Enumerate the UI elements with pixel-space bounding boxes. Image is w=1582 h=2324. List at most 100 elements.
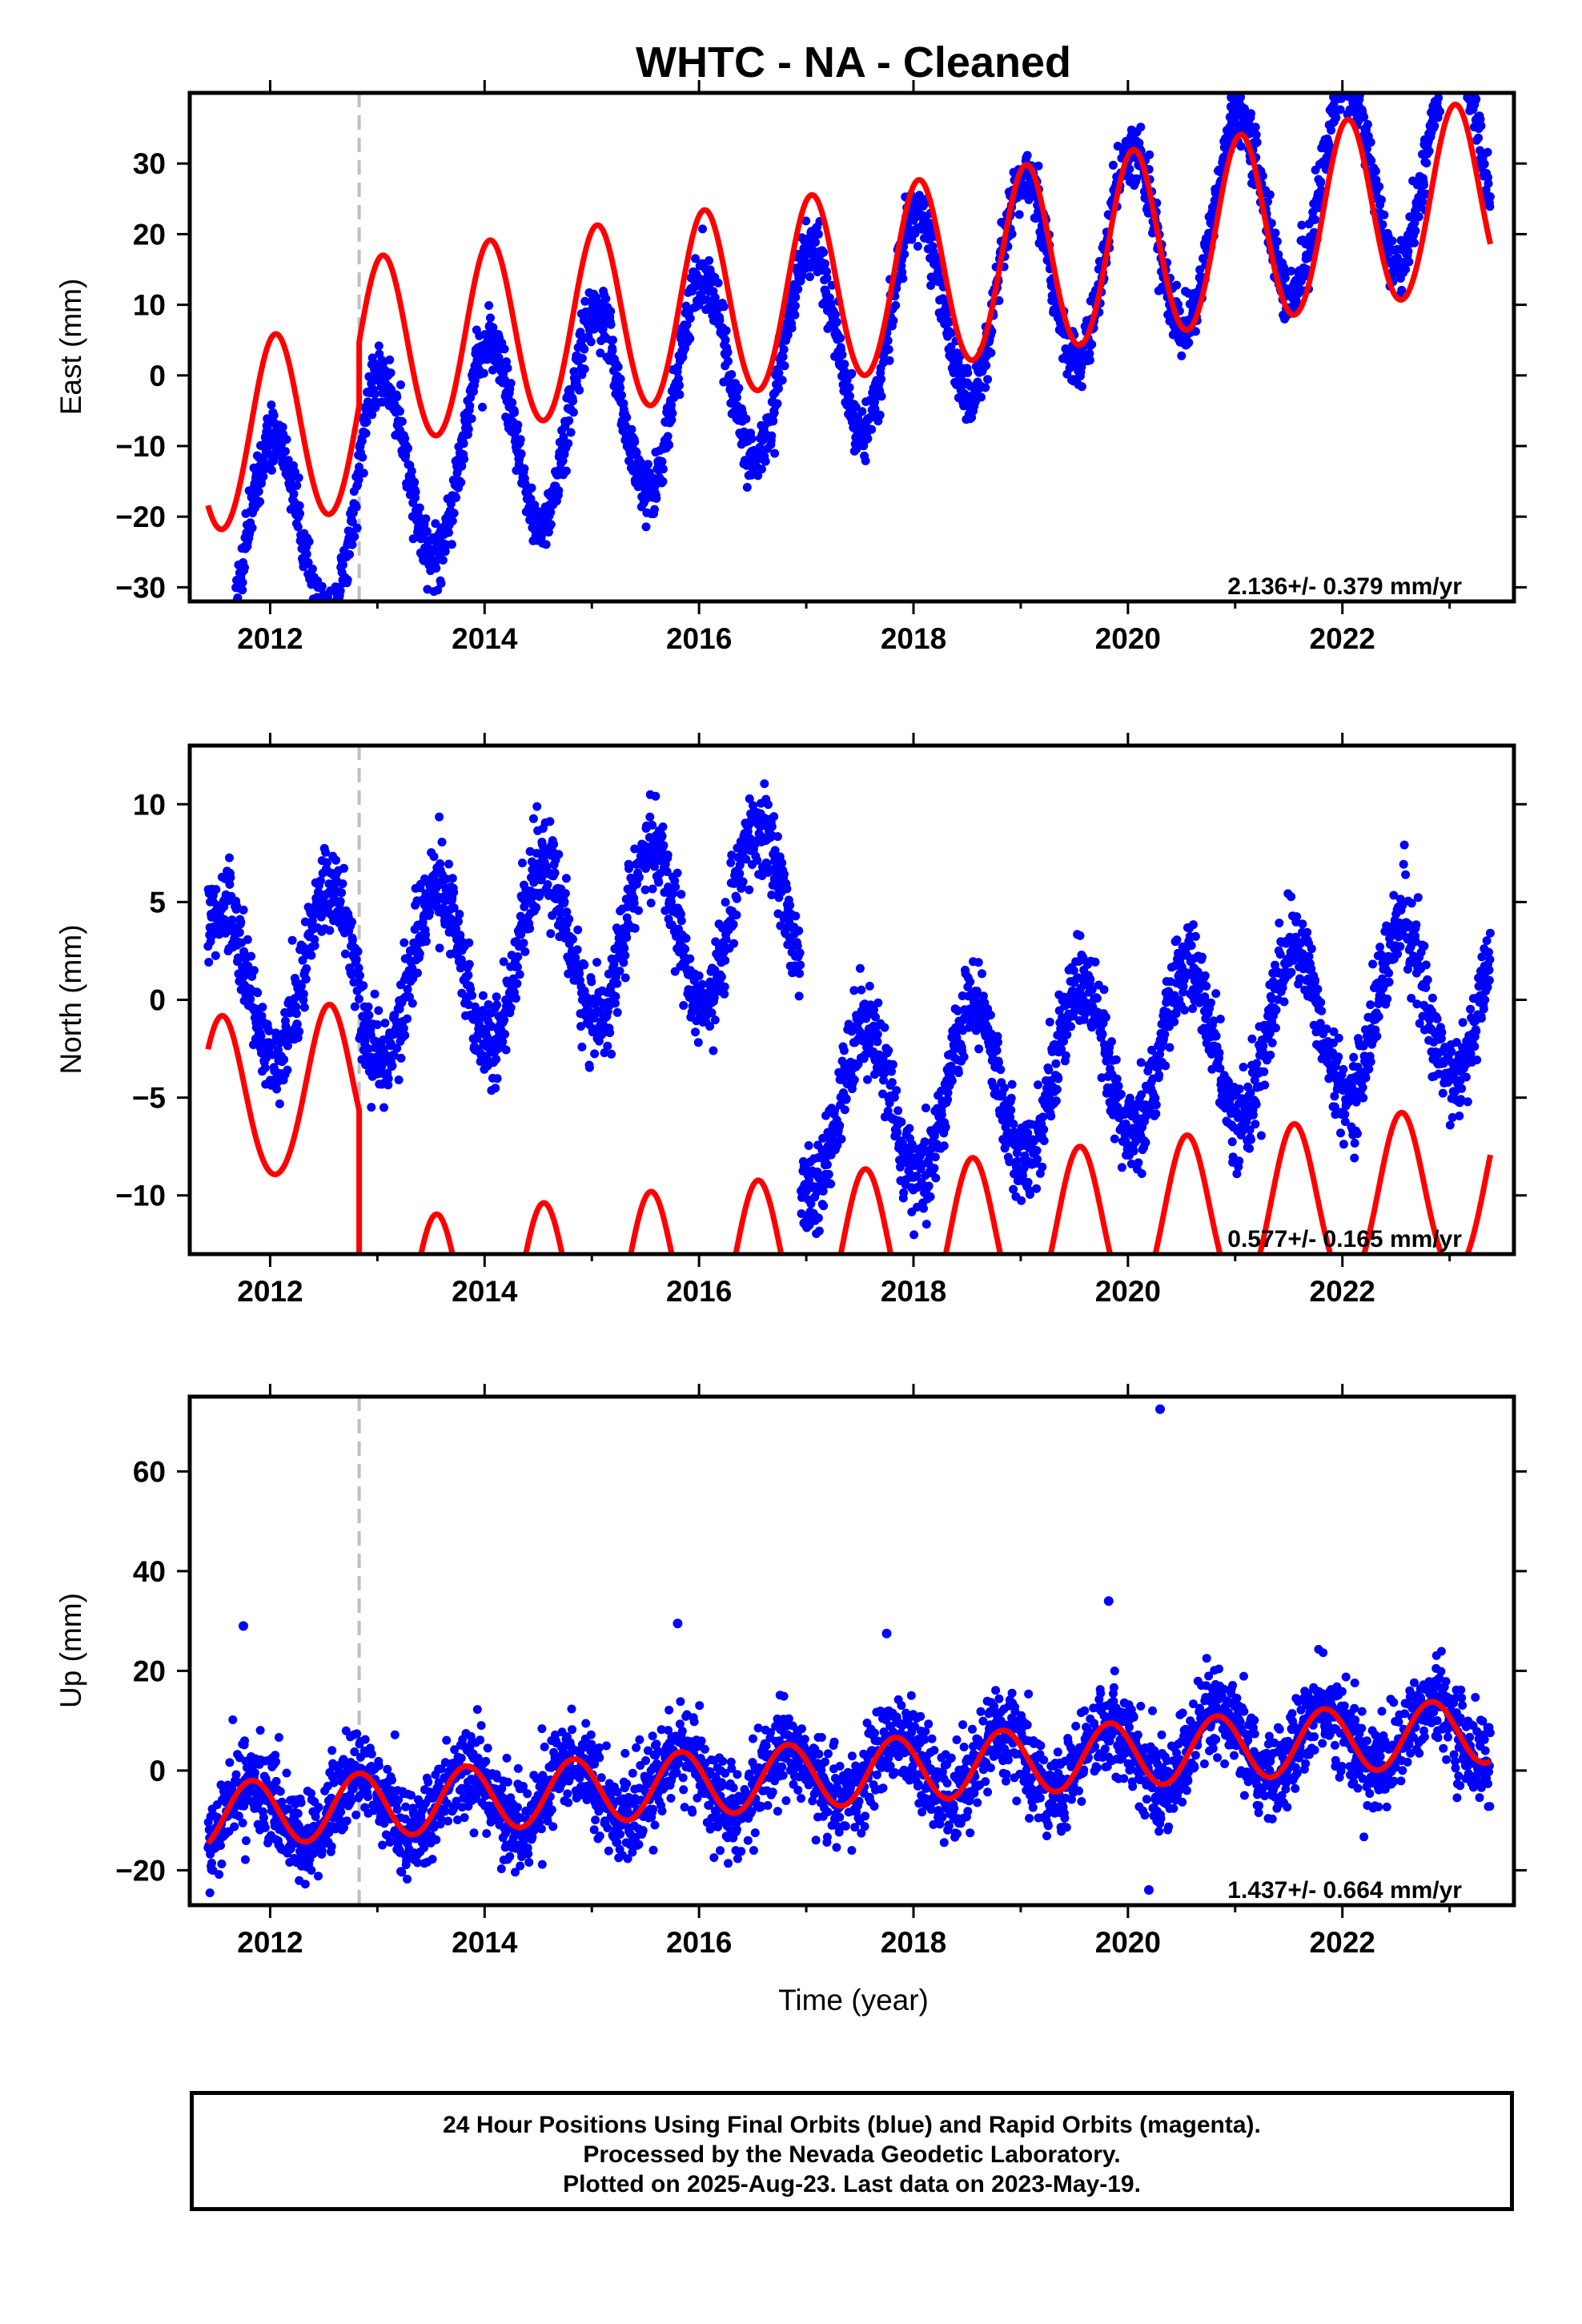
data-point: [230, 614, 239, 623]
data-point: [307, 564, 317, 573]
data-point: [576, 1022, 585, 1031]
data-point: [307, 951, 316, 960]
data-point: [753, 471, 763, 480]
data-point: [919, 1204, 928, 1213]
data-point: [379, 359, 388, 368]
data-point: [211, 885, 221, 895]
data-point: [520, 464, 529, 473]
data-point: [211, 659, 220, 668]
data-point: [705, 1022, 715, 1031]
data-point: [275, 1099, 284, 1108]
data-point: [1085, 356, 1094, 365]
data-point: [448, 874, 457, 883]
data-point: [561, 874, 571, 883]
data-point: [1483, 147, 1492, 157]
data-point: [592, 292, 600, 302]
data-point: [1398, 258, 1407, 267]
data-point: [566, 428, 576, 437]
data-point: [813, 1213, 823, 1223]
data-point: [319, 622, 327, 631]
data-point: [315, 617, 324, 625]
data-point: [1453, 37, 1462, 46]
data-point: [887, 1067, 896, 1076]
data-point: [362, 417, 371, 427]
data-point: [713, 278, 723, 287]
data-point: [770, 448, 780, 458]
data-point: [328, 625, 337, 633]
data-point: [1335, 105, 1345, 115]
x-axis: 2012 2014 2016 2018 2020 2022: [237, 80, 1452, 655]
data-point: [323, 648, 331, 657]
data-point: [211, 661, 219, 669]
data-points: [205, 31, 1495, 669]
data-point: [1452, 32, 1461, 41]
data-point: [791, 292, 801, 302]
data-point: [223, 651, 232, 660]
data-point: [359, 468, 368, 478]
data-point: [397, 416, 407, 426]
data-point: [315, 619, 324, 628]
data-point: [1172, 280, 1182, 290]
data-point: [477, 1012, 486, 1022]
data-point: [325, 926, 335, 935]
data-point: [734, 384, 744, 393]
data-point: [307, 916, 317, 926]
data-point: [367, 1103, 376, 1112]
data-point: [767, 822, 777, 831]
data-point: [1464, 67, 1472, 76]
data-point: [335, 586, 345, 596]
data-point: [1439, 82, 1448, 91]
data-point: [206, 628, 215, 637]
data-point: [374, 1006, 383, 1015]
chart-title: WHTC - NA - Cleaned: [636, 38, 1071, 86]
data-point: [1410, 238, 1419, 247]
data-point: [456, 477, 466, 487]
data-point: [355, 994, 363, 1003]
data-point: [877, 392, 886, 401]
data-point: [801, 216, 811, 226]
data-point: [386, 368, 396, 378]
data-point: [1444, 79, 1453, 88]
data-point: [327, 605, 335, 614]
data-point: [612, 1007, 622, 1017]
data-point: [1347, 81, 1355, 90]
data-point: [564, 915, 574, 924]
data-point: [1438, 72, 1447, 81]
data-point: [1464, 80, 1473, 89]
data-point: [329, 615, 338, 624]
data-point: [321, 625, 330, 634]
data-point: [543, 880, 552, 889]
data-point: [220, 643, 229, 652]
data-point: [845, 383, 854, 392]
data-point: [324, 625, 333, 634]
data-point: [464, 971, 473, 980]
data-point: [727, 370, 737, 380]
data-point: [216, 638, 225, 647]
data-point: [340, 949, 350, 959]
data-point: [484, 301, 494, 310]
data-point: [658, 464, 668, 474]
data-point: [568, 935, 577, 944]
data-point: [205, 655, 214, 664]
data-point: [1108, 160, 1118, 170]
data-point: [1439, 70, 1447, 78]
data-point: [1466, 70, 1475, 79]
data-point: [370, 989, 379, 999]
data-point: [1480, 159, 1489, 169]
data-point: [805, 1176, 813, 1185]
data-point: [1435, 42, 1444, 51]
data-point: [721, 935, 731, 944]
data-point: [413, 968, 422, 978]
data-point: [1444, 31, 1453, 40]
data-point: [240, 563, 249, 573]
data-point: [1443, 58, 1452, 67]
data-point: [295, 501, 304, 510]
data-point: [832, 317, 841, 327]
data-point: [327, 626, 336, 635]
data-point: [691, 1027, 700, 1037]
data-point: [225, 651, 234, 660]
rate-label: 2.136+/- 0.379 mm/yr: [1227, 573, 1462, 600]
data-point: [1113, 142, 1122, 151]
data-point: [204, 958, 214, 967]
data-point: [912, 1171, 921, 1180]
